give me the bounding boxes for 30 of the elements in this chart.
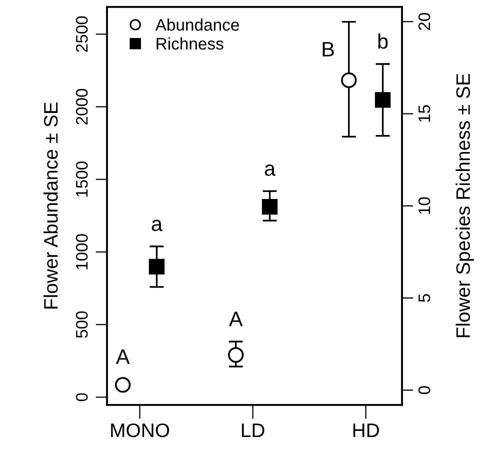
- y-axis-title: Flower Abundance ± SE: [43, 102, 58, 309]
- point: [374, 92, 391, 108]
- y-tick-label: 1500: [76, 161, 88, 197]
- y2-tick-label: 20: [418, 12, 430, 30]
- y2-tick-label: 15: [418, 105, 430, 122]
- annotation: B: [322, 42, 334, 56]
- legend-label: Abundance: [155, 18, 239, 31]
- y-tick-label: 2000: [76, 88, 88, 124]
- x-tick-label: HD: [353, 424, 379, 438]
- x-tick-label: LD: [242, 424, 264, 438]
- annotation: a: [264, 164, 276, 176]
- point: [148, 258, 165, 275]
- annotation: b: [378, 33, 388, 49]
- y2-axis-title: Flower Species Richness ± SE: [456, 74, 474, 338]
- y-tick-label: 500: [76, 311, 88, 338]
- y-tick-label: 2500: [76, 16, 88, 52]
- y-tick-label: 1000: [76, 234, 88, 270]
- annotation: A: [116, 350, 130, 364]
- point: [114, 376, 131, 393]
- y-tick-label: 0: [76, 393, 88, 402]
- y2-tick-label: 5: [418, 294, 430, 302]
- point: [341, 72, 357, 88]
- x-tick-label: MONO: [111, 423, 170, 438]
- annotation: a: [152, 220, 163, 232]
- point: [262, 198, 278, 215]
- point: [228, 347, 244, 363]
- annotation: A: [228, 312, 243, 326]
- legend-label: Richness: [156, 37, 224, 50]
- y2-tick-label: 0: [418, 386, 430, 394]
- y2-tick-label: 10: [418, 197, 430, 214]
